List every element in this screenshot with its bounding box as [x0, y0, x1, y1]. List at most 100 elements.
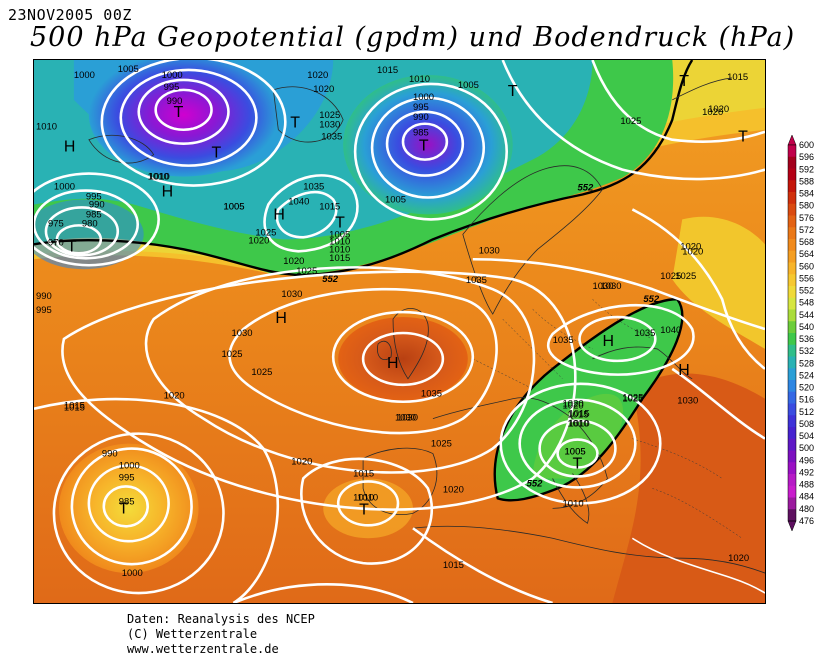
isobar-label: 1015 [727, 72, 748, 83]
isobar-label: 1010 [36, 122, 57, 133]
isobar-label: 1035 [466, 275, 487, 286]
low-marker: T [508, 83, 518, 100]
isobar-label: 1020 [563, 399, 584, 410]
isohypse-label: 552 [527, 478, 544, 489]
isobar-label: 970 [48, 237, 64, 248]
isohypse-label: 552 [643, 294, 660, 305]
isobar-label: 1025 [221, 349, 242, 360]
legend-color-swatch [788, 180, 796, 193]
legend-color-swatch [788, 156, 796, 169]
low-marker: T [335, 214, 345, 231]
legend-tick-label: 588 [799, 176, 814, 186]
isobar-label: 1025 [431, 439, 452, 450]
isobar-label: 995 [119, 472, 135, 483]
high-marker: H [273, 206, 285, 223]
isobar-label: 1005 [118, 64, 139, 75]
legend-tick-label: 572 [799, 225, 814, 235]
legend-tick-label: 536 [799, 334, 814, 344]
legend-arrow-top [787, 134, 797, 146]
isobar-label: 1000 [119, 460, 140, 471]
low-marker: T [119, 500, 129, 517]
isobar-label: 995 [164, 82, 180, 93]
isohypse-label: 552 [322, 274, 339, 285]
legend-color-swatch [788, 380, 796, 393]
legend-frame [787, 144, 797, 522]
isobar-label: 1010 [409, 74, 430, 85]
legend-color-swatch [788, 344, 796, 357]
isobar-label: 1030 [592, 281, 613, 292]
high-marker: H [64, 139, 76, 156]
isobar-label: 1005 [565, 447, 586, 458]
isobar-label: 1010 [563, 498, 584, 509]
legend-tick-label: 508 [799, 419, 814, 429]
legend-color-swatch [788, 239, 796, 252]
isobar-label: 1010 [329, 244, 350, 255]
legend-color-swatch [788, 333, 796, 346]
isobar-label: 1020 [563, 401, 584, 412]
legend-tick-label: 492 [799, 467, 814, 477]
isobar-label: 1020 [248, 235, 269, 246]
low-marker: T [679, 73, 689, 90]
isobar-label: 1030 [231, 328, 252, 339]
high-marker: H [275, 310, 287, 327]
isobar-label: 1020 [702, 107, 723, 118]
low-marker: T [174, 104, 184, 121]
isobar-label: 1015 [569, 409, 590, 420]
isobar-label: 1015 [64, 403, 85, 414]
isobar-label: 995 [413, 102, 429, 113]
legend-color-swatch [788, 321, 796, 334]
isobar-label: 1020 [708, 104, 729, 115]
isobar-label: 1000 [54, 182, 75, 193]
legend-tick-label: 568 [799, 237, 814, 247]
low-marker: T [290, 115, 300, 132]
legend-color-swatch [788, 250, 796, 263]
isobar-label: 1020 [313, 84, 334, 95]
isobar-label: 1030 [397, 413, 418, 424]
isobar-label: 1035 [634, 328, 655, 339]
isobar-label: 1015 [319, 201, 340, 212]
legend-color-swatch [788, 415, 796, 428]
uk-high-shade [338, 317, 468, 401]
low-marker: T [419, 138, 429, 155]
isobar-label: 1030 [281, 289, 302, 300]
isobar-label: 1020 [164, 391, 185, 402]
isobar-label: 1025 [319, 110, 340, 121]
isobar-label: 995 [36, 305, 52, 316]
legend-tick-label: 560 [799, 261, 814, 271]
legend-tick-label: 540 [799, 322, 814, 332]
isobar-label: 995 [86, 191, 102, 202]
isobar-label: 1040 [660, 325, 681, 336]
isobar-label: 1025 [620, 116, 641, 127]
legend-color-swatch [788, 485, 796, 498]
isohypse-552-cutoff [493, 297, 684, 502]
legend-color-swatch [788, 215, 796, 228]
legend-tick-label: 544 [799, 310, 814, 320]
isobar-label: 1010 [148, 172, 169, 183]
low-marker: T [212, 145, 222, 162]
legend-tick-label: 528 [799, 358, 814, 368]
legend-tick-label: 580 [799, 201, 814, 211]
isobar-label: 990 [89, 199, 105, 210]
legend-color-swatch [788, 462, 796, 475]
high-marker: H [162, 184, 174, 201]
pressure-centers: H H H H H H H T T T T T T T T T T T T [64, 73, 748, 518]
legend-color-swatch [788, 227, 796, 240]
legend-tick-label: 480 [799, 504, 814, 514]
legend-tick-label: 484 [799, 492, 814, 502]
isobar-label: 985 [86, 209, 102, 220]
isobar-label: 1020 [283, 256, 304, 267]
legend-color-swatch [788, 403, 796, 416]
legend-color-swatch [788, 474, 796, 487]
isobar-label: 990 [413, 112, 429, 123]
weather-map: 1000 1005 1000 995 990 1010 1020 1015 10… [33, 59, 766, 604]
legend-tick-label: 532 [799, 346, 814, 356]
legend-color-swatch [788, 450, 796, 463]
legend-tick-label: 600 [799, 140, 814, 150]
east-warm-area [612, 373, 765, 603]
legend-tick-label: 476 [799, 516, 814, 526]
isobar-label: 1010 [149, 172, 170, 183]
isobar-label: 1000 [74, 70, 95, 81]
legend-color-swatch [788, 192, 796, 205]
legend-tick-label: 584 [799, 189, 814, 199]
low-marker: T [573, 456, 583, 473]
